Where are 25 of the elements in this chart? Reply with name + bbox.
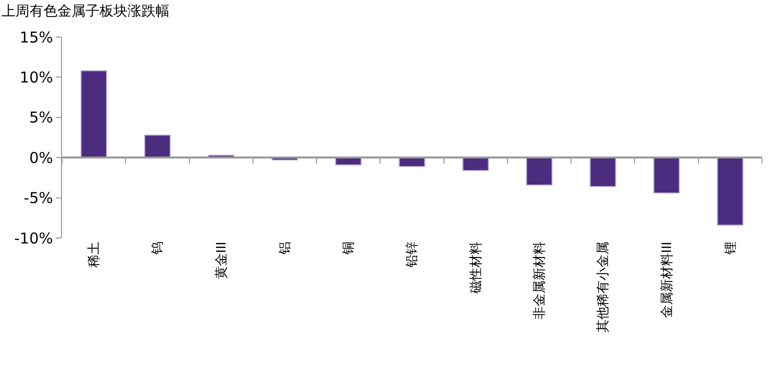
x-tick-label: 非金属新材料 [532,242,548,320]
x-tick-label: 其他稀有小金属 [596,242,612,333]
x-tick-label: 铝 [278,242,293,256]
bar [590,157,616,188]
y-tick-label: -10% [14,229,53,248]
x-tick-label: 黄金III [214,242,230,280]
x-tick-label: 钨 [150,242,166,256]
y-tick-label: -5% [24,189,53,208]
bar [716,157,744,226]
bar [526,157,552,186]
x-tick-label: 锂 [723,242,738,256]
y-tick-label: 0% [29,148,53,167]
x-tick-label: 铅锌 [405,242,420,269]
bar [653,157,680,194]
x-tick-label: 金属新材料III [660,242,675,318]
y-tick-label: 15% [20,28,53,46]
bar [80,70,108,158]
x-tick-label: 铜 [342,242,357,256]
y-tick-label: 5% [29,108,53,127]
chart-title: 上周有色金属子板块涨跌幅 [2,4,170,20]
x-tick-label: 磁性材料 [468,242,484,295]
x-tick-label: 稀土 [87,242,102,268]
y-tick-label: 10% [20,68,53,86]
bar [462,157,489,171]
bar [144,134,171,158]
